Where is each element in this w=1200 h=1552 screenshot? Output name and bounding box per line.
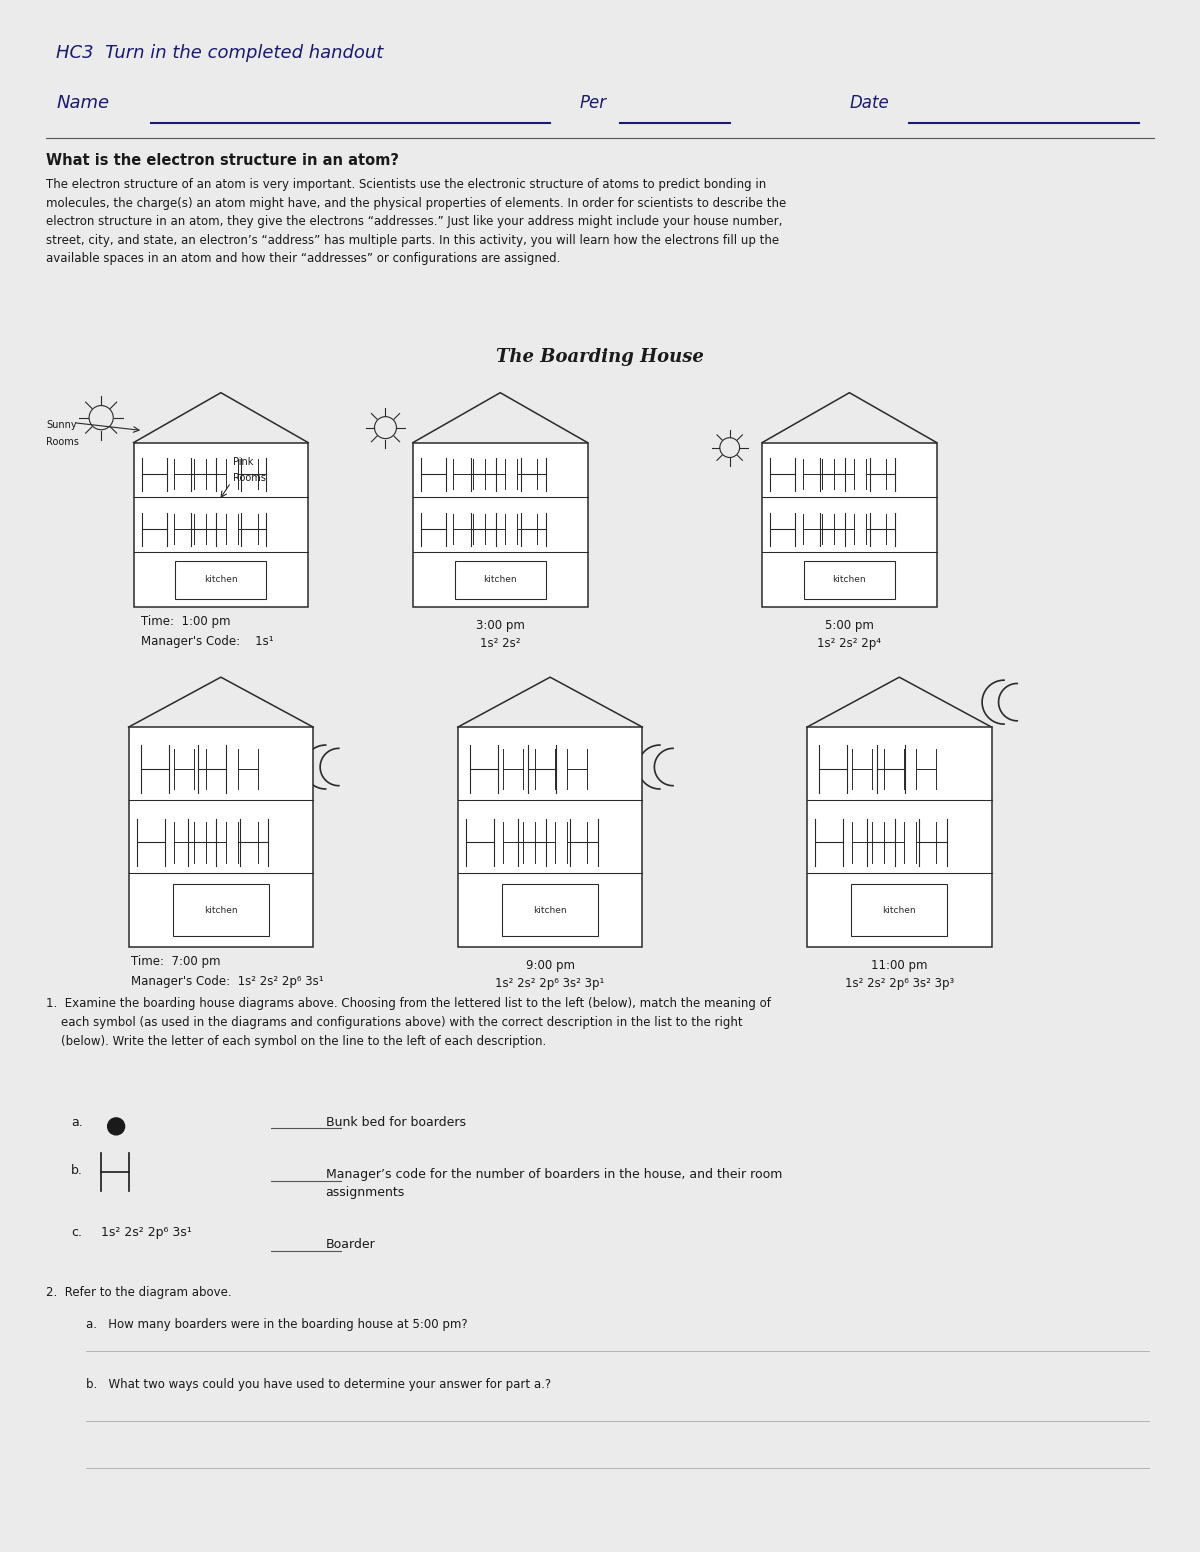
Circle shape	[769, 462, 780, 473]
Bar	[808, 726, 991, 947]
Bar	[133, 442, 308, 607]
Circle shape	[865, 773, 877, 784]
Text: Time:  1:00 pm: Time: 1:00 pm	[142, 615, 230, 629]
Circle shape	[138, 826, 149, 837]
Circle shape	[823, 908, 835, 919]
Bar	[851, 885, 947, 936]
Circle shape	[474, 753, 486, 764]
Circle shape	[464, 571, 475, 582]
Bar	[502, 885, 598, 936]
Circle shape	[474, 908, 486, 919]
Bar	[413, 442, 588, 607]
Bar	[804, 560, 895, 599]
Text: What is the electron structure in an atom?: What is the electron structure in an ato…	[47, 154, 400, 168]
Text: 1s² 2s² 2p⁶ 3s² 3p¹: 1s² 2s² 2p⁶ 3s² 3p¹	[496, 976, 605, 990]
Circle shape	[917, 773, 929, 784]
Text: 1.  Examine the boarding house diagrams above. Choosing from the lettered list t: 1. Examine the boarding house diagrams a…	[47, 996, 772, 1048]
Circle shape	[816, 826, 828, 837]
Circle shape	[839, 462, 850, 473]
Text: kitchen: kitchen	[882, 906, 916, 914]
Circle shape	[108, 1117, 125, 1135]
Text: a.   How many boarders were in the boarding house at 5:00 pm?: a. How many boarders were in the boardin…	[86, 1318, 468, 1332]
Circle shape	[190, 753, 202, 764]
Circle shape	[900, 826, 912, 837]
Bar	[128, 726, 313, 947]
Text: Rooms: Rooms	[47, 436, 79, 447]
Circle shape	[509, 826, 521, 837]
Text: Rooms: Rooms	[233, 472, 265, 483]
Bar	[175, 560, 266, 599]
Bar	[458, 726, 642, 947]
Text: 1s² 2s² 2p⁴: 1s² 2s² 2p⁴	[817, 638, 882, 650]
Circle shape	[145, 908, 156, 919]
Text: kitchen: kitchen	[204, 576, 238, 585]
Circle shape	[858, 826, 870, 837]
Circle shape	[868, 753, 880, 764]
Text: Sunny: Sunny	[47, 419, 77, 430]
Circle shape	[430, 571, 440, 582]
Circle shape	[779, 577, 790, 588]
Text: 2.  Refer to the diagram above.: 2. Refer to the diagram above.	[47, 1287, 232, 1299]
Text: 11:00 pm: 11:00 pm	[871, 959, 928, 972]
Text: Boarder: Boarder	[325, 1238, 376, 1251]
Circle shape	[804, 462, 815, 473]
Text: Name: Name	[56, 95, 109, 112]
Text: Manager's Code:  1s² 2s² 2p⁶ 3s¹: Manager's Code: 1s² 2s² 2p⁶ 3s¹	[131, 975, 324, 987]
Text: Manager’s code for the number of boarders in the house, and their room
assignmen: Manager’s code for the number of boarder…	[325, 1169, 782, 1200]
Circle shape	[551, 826, 563, 837]
Circle shape	[222, 826, 233, 837]
Text: Manager's Code:    1s¹: Manager's Code: 1s¹	[142, 635, 274, 649]
Text: Time:  7:00 pm: Time: 7:00 pm	[131, 954, 221, 967]
Text: 5:00 pm: 5:00 pm	[824, 619, 874, 632]
Text: a.: a.	[71, 1116, 83, 1130]
Circle shape	[145, 753, 156, 764]
Text: c.: c.	[71, 1226, 83, 1238]
Text: kitchen: kitchen	[484, 576, 517, 585]
Text: Bunk bed for boarders: Bunk bed for boarders	[325, 1116, 466, 1130]
Text: 1s² 2s² 2p⁶ 3s¹: 1s² 2s² 2p⁶ 3s¹	[101, 1226, 192, 1238]
Circle shape	[467, 826, 479, 837]
Text: kitchen: kitchen	[533, 906, 566, 914]
Text: 3:00 pm: 3:00 pm	[475, 619, 524, 632]
Circle shape	[823, 753, 835, 764]
Bar	[455, 560, 546, 599]
Circle shape	[430, 577, 440, 588]
Circle shape	[814, 773, 824, 784]
Text: Date: Date	[850, 95, 889, 112]
Text: The electron structure of an atom is very important. Scientists use the electron: The electron structure of an atom is ver…	[47, 178, 786, 265]
Text: Per: Per	[580, 95, 607, 112]
Circle shape	[814, 571, 824, 582]
Text: 1s² 2s² 2p⁶ 3s² 3p³: 1s² 2s² 2p⁶ 3s² 3p³	[845, 976, 954, 990]
Text: kitchen: kitchen	[833, 576, 866, 585]
Bar	[173, 885, 269, 936]
Text: 9:00 pm: 9:00 pm	[526, 959, 575, 972]
Circle shape	[150, 577, 161, 588]
Text: HC3  Turn in the completed handout: HC3 Turn in the completed handout	[56, 45, 384, 62]
Circle shape	[518, 753, 530, 764]
Text: kitchen: kitchen	[204, 906, 238, 914]
Text: The Boarding House: The Boarding House	[496, 348, 704, 366]
Text: 1s² 2s²: 1s² 2s²	[480, 638, 521, 650]
Circle shape	[180, 826, 191, 837]
Text: b.: b.	[71, 1164, 83, 1178]
Text: b.   What two ways could you have used to determine your answer for part a.?: b. What two ways could you have used to …	[86, 1378, 551, 1391]
Circle shape	[874, 462, 884, 473]
Text: Pink: Pink	[233, 456, 253, 467]
Circle shape	[779, 571, 790, 582]
Bar	[762, 442, 937, 607]
